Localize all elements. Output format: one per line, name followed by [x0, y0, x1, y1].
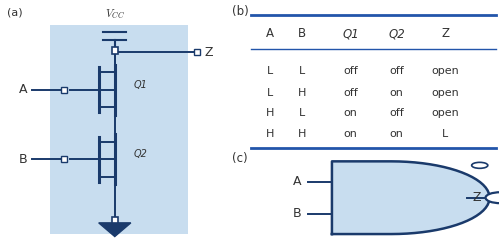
Text: Z: Z [441, 27, 449, 41]
Bar [112, 217, 118, 223]
Text: H: H [266, 129, 274, 139]
Text: H: H [298, 88, 306, 98]
Circle shape [472, 162, 488, 168]
Text: $V_{CC}$: $V_{CC}$ [105, 7, 125, 21]
Text: off: off [343, 88, 358, 98]
Text: on: on [390, 129, 404, 139]
Text: Z: Z [204, 46, 213, 59]
Text: B: B [18, 153, 27, 166]
Text: (c): (c) [232, 152, 248, 165]
Text: L: L [442, 129, 448, 139]
Text: H: H [266, 108, 274, 118]
Text: open: open [431, 108, 459, 118]
Text: A: A [266, 27, 274, 41]
Text: off: off [389, 108, 404, 118]
Text: B: B [298, 27, 306, 41]
Text: off: off [389, 66, 404, 76]
Text: Q1: Q1 [342, 27, 359, 41]
Text: L: L [299, 108, 305, 118]
Text: Q1: Q1 [133, 80, 147, 90]
Text: Q2: Q2 [133, 149, 147, 159]
Text: L: L [267, 66, 273, 76]
Bar [194, 49, 200, 55]
Bar [61, 86, 67, 93]
Bar [61, 156, 67, 163]
Text: H: H [298, 129, 306, 139]
FancyBboxPatch shape [50, 25, 188, 234]
Text: B: B [292, 207, 301, 220]
Polygon shape [99, 223, 131, 237]
Text: (b): (b) [232, 5, 249, 18]
Text: off: off [343, 66, 358, 76]
Polygon shape [332, 161, 490, 234]
Text: open: open [431, 88, 459, 98]
Bar [112, 47, 118, 54]
Text: open: open [431, 66, 459, 76]
Text: Q2: Q2 [388, 27, 405, 41]
Text: on: on [344, 129, 358, 139]
Text: on: on [390, 88, 404, 98]
Text: (a): (a) [7, 7, 22, 17]
Text: on: on [344, 108, 358, 118]
Circle shape [486, 192, 499, 203]
Text: L: L [267, 88, 273, 98]
Text: A: A [18, 83, 27, 96]
Text: A: A [292, 175, 301, 188]
Text: L: L [299, 66, 305, 76]
Text: Z: Z [472, 191, 481, 204]
